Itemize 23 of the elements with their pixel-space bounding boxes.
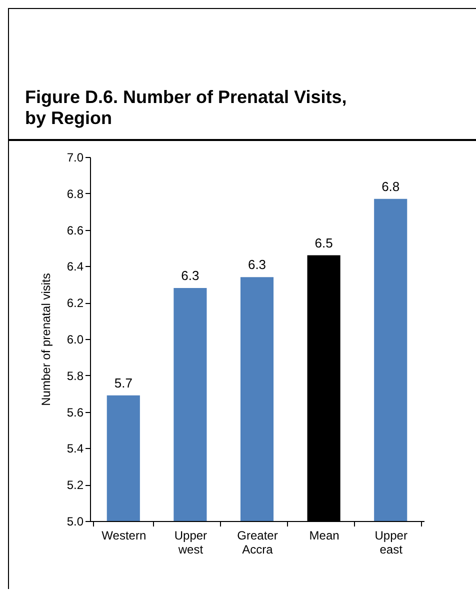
y-tick-label: 5.0 xyxy=(66,514,84,528)
y-tick-label: 7.0 xyxy=(66,150,84,164)
data-label: 6.8 xyxy=(382,178,400,194)
x-tick-label: Greater Accra xyxy=(237,528,278,556)
data-label: 6.3 xyxy=(181,268,200,284)
data-label: 6.5 xyxy=(314,235,333,250)
y-tick-label: 5.2 xyxy=(66,478,84,492)
y-tick-label: 6.0 xyxy=(66,332,84,346)
x-tick-label: Upper west xyxy=(174,528,208,556)
chart-title: Figure D.6. Number of Prenatal Visits, by Region xyxy=(25,87,348,129)
data-label: 5.7 xyxy=(114,375,132,390)
y-tick-label: 5.4 xyxy=(66,442,84,456)
y-tick-label: 6.8 xyxy=(66,186,84,201)
x-tick-label: Western xyxy=(102,528,146,542)
y-tick-label: 5.6 xyxy=(66,405,84,420)
y-tick-label: 6.6 xyxy=(66,223,84,238)
y-axis-title: Number of prenatal visits xyxy=(38,273,53,406)
y-tick-label: 5.8 xyxy=(66,368,84,383)
y-tick-label: 6.2 xyxy=(66,296,84,310)
x-tick-label: Mean xyxy=(309,528,340,542)
y-tick-label: 6.4 xyxy=(66,260,84,274)
x-tick-label: Upper east xyxy=(374,528,408,556)
data-label: 6.3 xyxy=(248,257,266,272)
